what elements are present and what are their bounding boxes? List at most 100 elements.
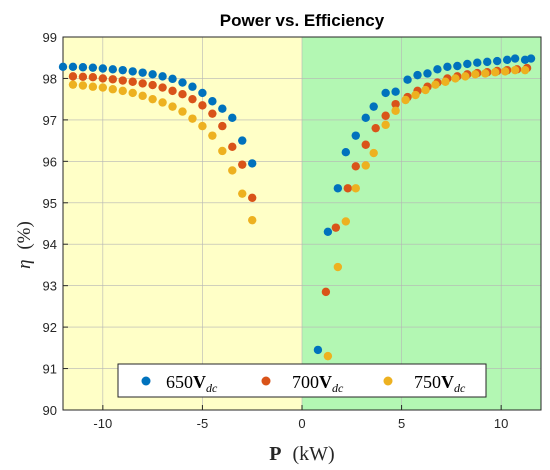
data-point bbox=[118, 76, 127, 85]
legend-marker-650v bbox=[141, 376, 151, 386]
data-point bbox=[238, 189, 247, 198]
legend-marker-750v bbox=[383, 376, 393, 386]
data-point bbox=[381, 88, 390, 98]
data-point bbox=[148, 94, 157, 104]
data-point bbox=[178, 107, 187, 116]
data-point bbox=[471, 70, 480, 79]
data-point bbox=[510, 54, 520, 63]
data-point bbox=[381, 120, 390, 130]
legend-box bbox=[117, 363, 487, 398]
x-tick-label: 5 bbox=[398, 416, 405, 431]
y-tick-label: 98 bbox=[43, 71, 57, 86]
data-point bbox=[198, 88, 207, 98]
data-point bbox=[218, 104, 227, 113]
data-point bbox=[158, 72, 167, 81]
data-point bbox=[351, 131, 360, 140]
y-axis-label: η (%) bbox=[14, 221, 35, 269]
data-point bbox=[88, 73, 98, 82]
data-point bbox=[248, 215, 257, 225]
axis-ticks: -10 -5 0 5 10 90 91 92 93 94 95 96 97 98 99 bbox=[43, 30, 509, 431]
data-point bbox=[158, 83, 167, 92]
data-point bbox=[58, 62, 68, 72]
data-point bbox=[413, 70, 422, 80]
data-point bbox=[188, 114, 197, 123]
data-point bbox=[421, 85, 430, 95]
data-point bbox=[148, 70, 157, 79]
data-point bbox=[423, 69, 432, 78]
series-750v bbox=[68, 65, 530, 361]
y-tick-label: 93 bbox=[43, 279, 57, 294]
data-point bbox=[228, 166, 237, 175]
data-point bbox=[188, 82, 197, 91]
data-point bbox=[481, 69, 490, 78]
y-tick-label: 90 bbox=[43, 403, 57, 418]
data-point bbox=[520, 65, 530, 75]
legend-label-650v: 650Vdc bbox=[166, 372, 218, 395]
data-point bbox=[218, 146, 227, 156]
data-point bbox=[343, 184, 353, 193]
data-point bbox=[158, 98, 167, 107]
y-tick-label: 91 bbox=[43, 362, 57, 377]
data-points bbox=[58, 54, 536, 361]
data-point bbox=[208, 109, 217, 118]
data-point bbox=[391, 106, 400, 115]
legend: 650Vdc 700Vdc 750Vdc bbox=[117, 363, 487, 398]
y-tick-label: 92 bbox=[43, 320, 57, 335]
data-point bbox=[361, 161, 370, 170]
y-tick-label: 96 bbox=[43, 154, 57, 169]
data-point bbox=[168, 86, 177, 96]
data-point bbox=[500, 67, 510, 76]
data-point bbox=[198, 121, 207, 131]
data-point bbox=[68, 72, 78, 81]
data-point bbox=[208, 97, 217, 106]
data-point bbox=[208, 131, 217, 140]
data-point bbox=[148, 80, 157, 90]
data-point bbox=[68, 80, 78, 89]
data-point bbox=[391, 87, 400, 96]
data-point bbox=[401, 95, 410, 105]
x-axis-label: P (kW) bbox=[269, 443, 334, 465]
data-point bbox=[108, 75, 117, 84]
data-point bbox=[108, 65, 117, 74]
y-tick-label: 97 bbox=[43, 113, 57, 128]
data-point bbox=[168, 102, 177, 111]
data-point bbox=[361, 113, 370, 123]
data-point bbox=[238, 136, 247, 145]
data-point bbox=[128, 77, 137, 86]
data-point bbox=[461, 72, 470, 81]
data-point bbox=[341, 148, 351, 157]
data-point bbox=[492, 56, 502, 66]
data-point bbox=[381, 111, 390, 120]
data-point bbox=[138, 91, 147, 101]
y-axis-label-unit: (%) bbox=[14, 221, 35, 249]
legend-label-700v: 700Vdc bbox=[292, 372, 344, 395]
data-point bbox=[178, 78, 187, 87]
data-point bbox=[128, 67, 137, 76]
data-point bbox=[502, 55, 512, 64]
data-point bbox=[248, 193, 257, 203]
y-tick-label: 94 bbox=[43, 237, 57, 252]
data-point bbox=[228, 142, 237, 152]
data-point bbox=[98, 83, 108, 92]
data-point bbox=[228, 113, 237, 123]
data-point bbox=[313, 345, 323, 355]
x-axis-label-symbol: P bbox=[269, 443, 281, 465]
x-tick-label: 0 bbox=[298, 416, 305, 431]
data-point bbox=[138, 68, 147, 77]
data-point bbox=[248, 159, 257, 168]
y-tick-label: 95 bbox=[43, 196, 57, 211]
data-point bbox=[118, 65, 127, 75]
data-point bbox=[341, 217, 351, 226]
data-point bbox=[323, 227, 333, 236]
data-point bbox=[128, 88, 137, 98]
data-point bbox=[411, 90, 420, 100]
data-point bbox=[331, 223, 341, 232]
data-point bbox=[98, 64, 108, 73]
data-point bbox=[238, 160, 247, 169]
data-point bbox=[463, 59, 472, 69]
data-point bbox=[118, 86, 127, 96]
x-tick-label: 10 bbox=[494, 416, 508, 431]
data-point bbox=[78, 72, 88, 81]
data-point bbox=[483, 57, 492, 67]
